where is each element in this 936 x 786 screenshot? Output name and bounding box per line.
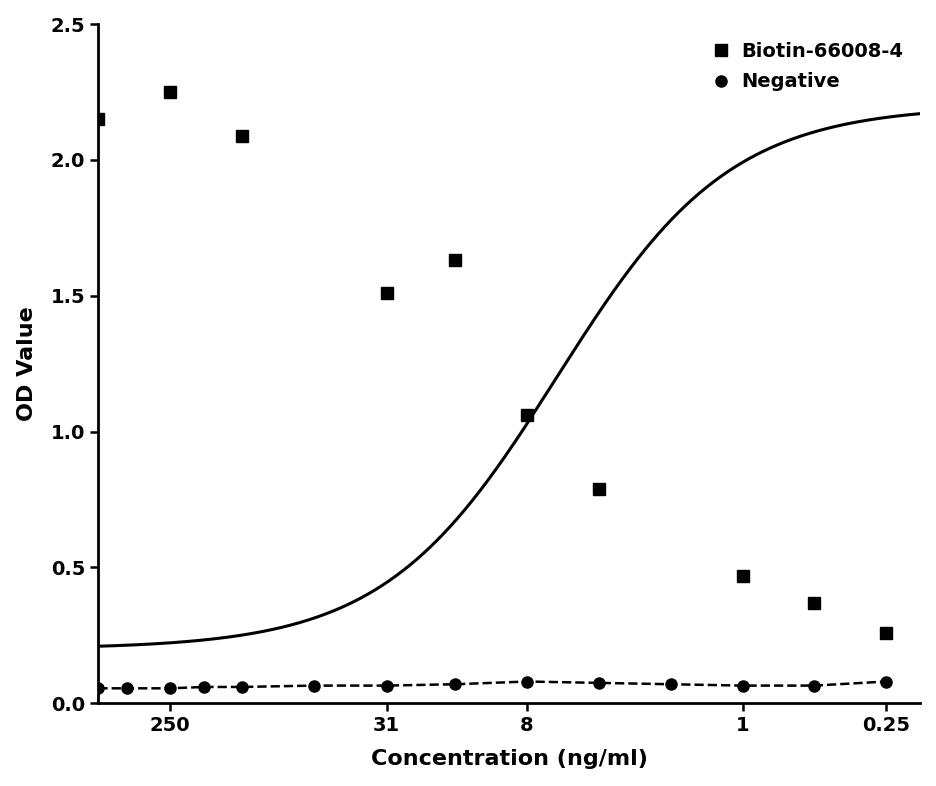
Negative bbox=[198, 682, 210, 692]
Biotin-66008-4 bbox=[520, 410, 532, 420]
Line: Biotin-66008-4: Biotin-66008-4 bbox=[92, 86, 892, 639]
Negative bbox=[520, 677, 532, 686]
Negative bbox=[665, 680, 676, 689]
Negative bbox=[236, 682, 247, 692]
Biotin-66008-4 bbox=[808, 598, 819, 608]
Negative bbox=[308, 681, 319, 690]
Line: Negative: Negative bbox=[93, 676, 891, 694]
Biotin-66008-4 bbox=[592, 484, 604, 494]
Biotin-66008-4 bbox=[381, 288, 392, 298]
Legend: Biotin-66008-4, Negative: Biotin-66008-4, Negative bbox=[703, 34, 910, 99]
Biotin-66008-4 bbox=[449, 255, 461, 265]
Negative bbox=[737, 681, 748, 690]
Y-axis label: OD Value: OD Value bbox=[17, 307, 37, 421]
Biotin-66008-4 bbox=[165, 87, 176, 97]
Negative bbox=[165, 684, 176, 693]
Negative bbox=[880, 677, 891, 686]
Negative bbox=[93, 684, 104, 693]
Biotin-66008-4 bbox=[236, 130, 247, 140]
Negative bbox=[592, 678, 604, 688]
Negative bbox=[381, 681, 392, 690]
Biotin-66008-4 bbox=[880, 628, 891, 637]
Negative bbox=[449, 680, 461, 689]
X-axis label: Concentration (ng/ml): Concentration (ng/ml) bbox=[371, 749, 647, 769]
Negative bbox=[121, 684, 132, 693]
Negative bbox=[808, 681, 819, 690]
Biotin-66008-4 bbox=[93, 115, 104, 124]
Biotin-66008-4 bbox=[737, 571, 748, 580]
